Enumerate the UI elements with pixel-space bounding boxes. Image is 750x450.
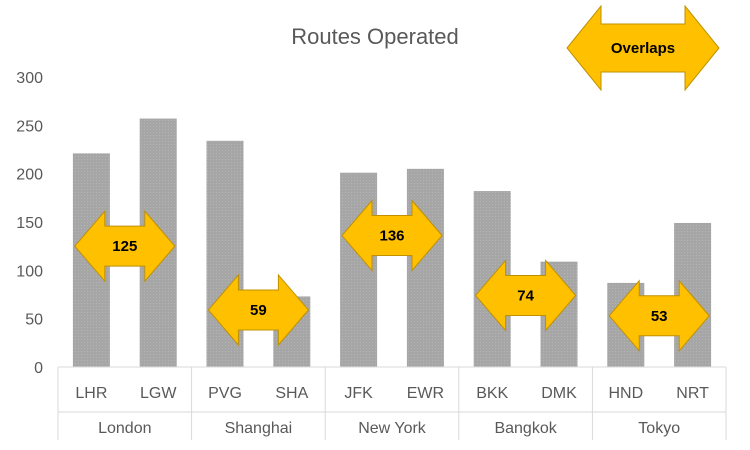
- overlap-value: 136: [379, 228, 404, 245]
- y-tick-label: 50: [25, 312, 43, 329]
- y-tick-label: 250: [16, 118, 43, 135]
- overlap-arrow: [74, 209, 176, 283]
- city-label: Shanghai: [225, 420, 293, 437]
- y-tick-label: 0: [34, 360, 43, 377]
- overlap-value: 53: [651, 308, 668, 325]
- airport-label: JFK: [344, 385, 373, 402]
- airport-label: EWR: [407, 385, 444, 402]
- x-axis: [57, 366, 727, 440]
- airport-label: BKK: [476, 385, 508, 402]
- y-tick-label: 100: [16, 263, 43, 280]
- airport-label: DMK: [541, 385, 577, 402]
- airport-label: HND: [608, 385, 643, 402]
- overlap-value: 74: [517, 287, 534, 304]
- y-axis: 0 50 100 150 200 250 300: [16, 70, 43, 377]
- y-tick-label: 300: [16, 70, 43, 87]
- city-label: New York: [358, 420, 427, 437]
- overlap-value: 125: [112, 238, 137, 255]
- y-tick-label: 150: [16, 215, 43, 232]
- city-label: London: [98, 420, 151, 437]
- chart-title: Routes Operated: [291, 24, 459, 49]
- overlap-arrows: 125 59 136 74 53: [74, 199, 710, 353]
- y-tick-label: 200: [16, 167, 43, 184]
- airport-label: NRT: [676, 385, 709, 402]
- airport-label: LHR: [75, 385, 107, 402]
- callout-arrow-shape: [566, 4, 720, 92]
- callout-label: Overlaps: [611, 40, 675, 57]
- category-labels: LHR LGW London PVG SHA Shanghai JFK EWR New York…: [75, 385, 709, 437]
- airport-label: SHA: [275, 385, 308, 402]
- airport-label: LGW: [140, 385, 177, 402]
- overlap-arrow: [341, 199, 443, 272]
- city-label: Bangkok: [494, 420, 557, 437]
- overlap-arrow: [207, 273, 310, 347]
- airport-label: PVG: [208, 385, 242, 402]
- overlap-arrow: [474, 259, 577, 332]
- overlap-arrow: [608, 279, 710, 353]
- overlaps-callout: Overlaps: [566, 4, 720, 92]
- overlap-value: 59: [250, 302, 267, 319]
- city-label: Tokyo: [638, 420, 680, 437]
